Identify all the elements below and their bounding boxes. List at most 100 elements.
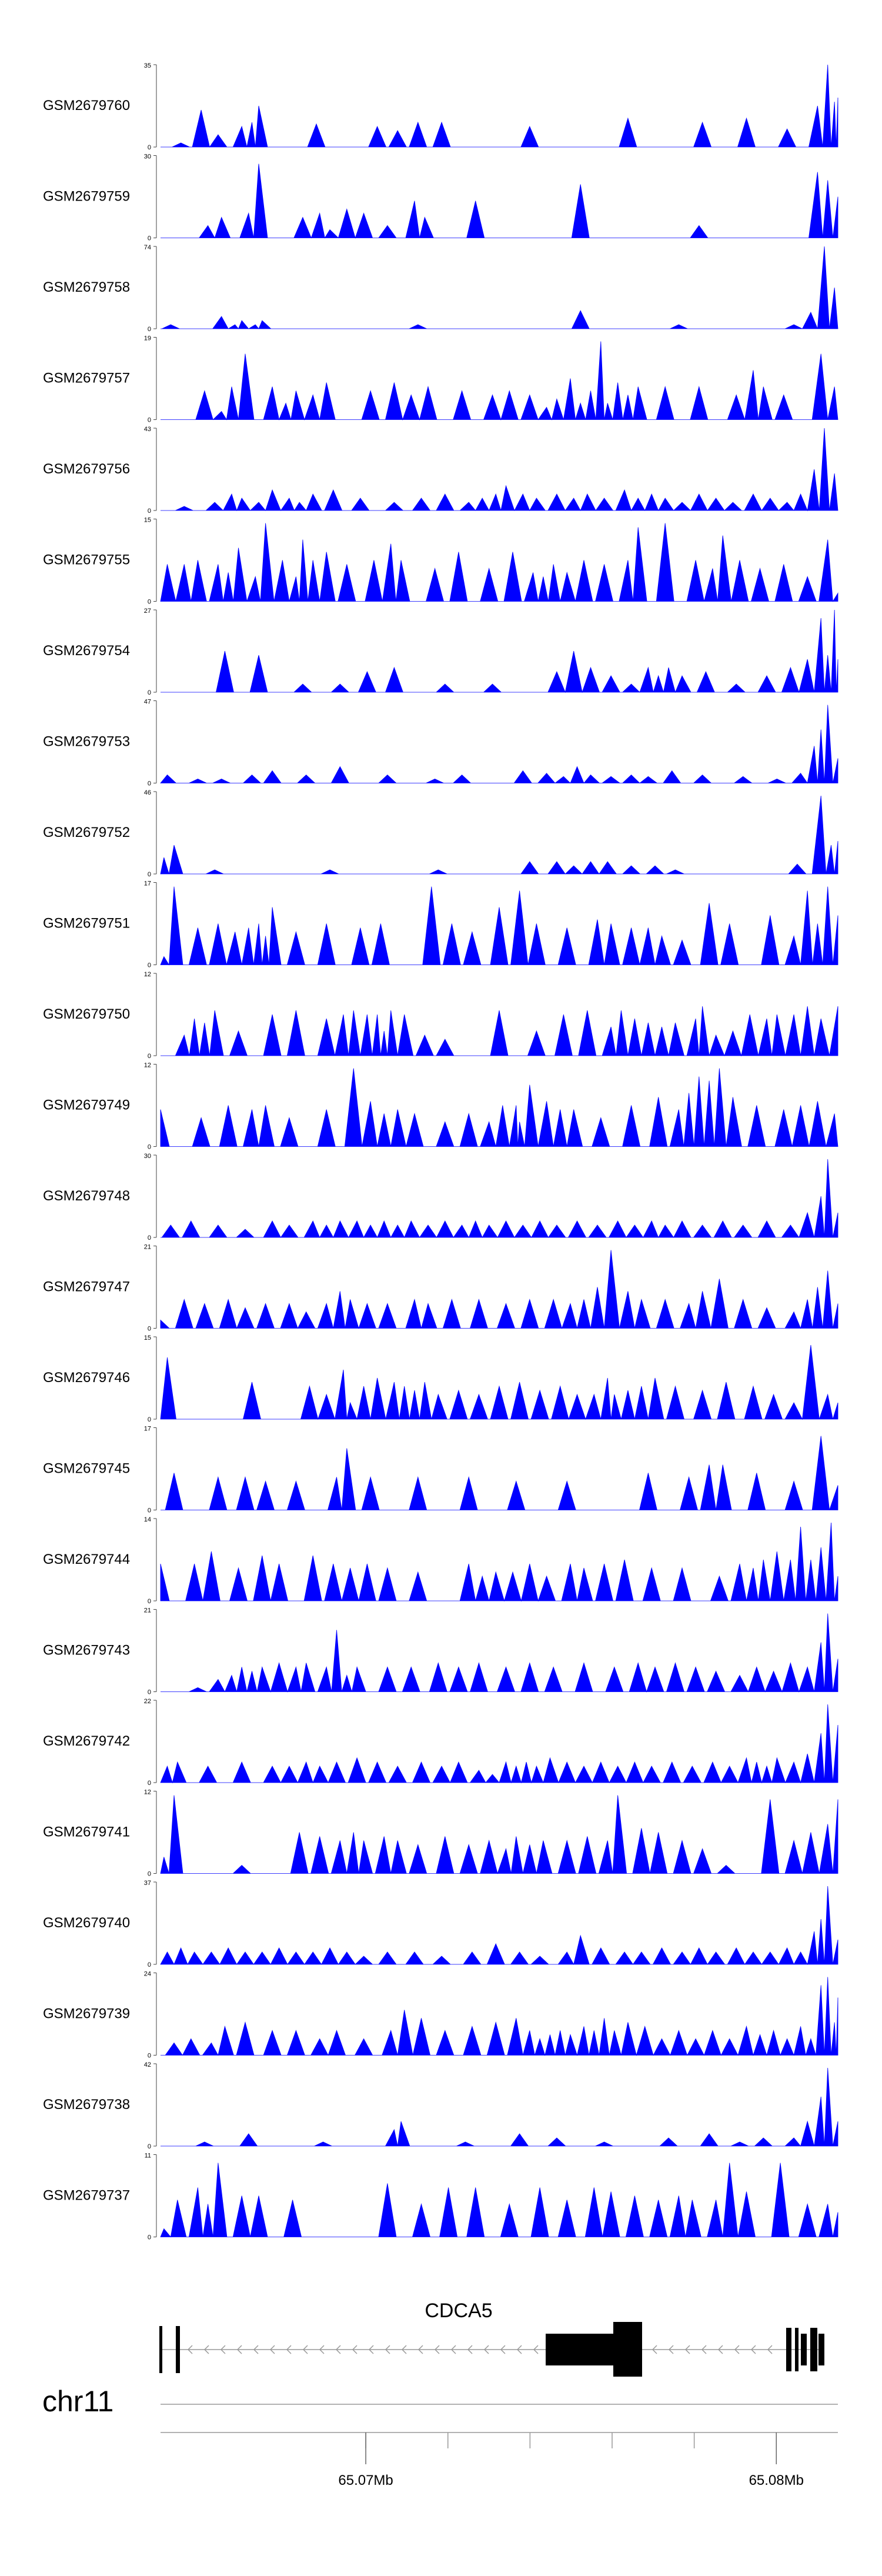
exon-block <box>795 2328 799 2371</box>
coverage-track: GSM2679741 12 0 <box>43 1789 838 1878</box>
coverage-area <box>160 1795 838 1874</box>
strand-chevron <box>286 2345 292 2354</box>
coverage-area <box>161 341 838 421</box>
coverage-area <box>161 1006 838 1057</box>
y-min-label: 0 <box>148 1961 151 1968</box>
track-label: GSM2679741 <box>43 1824 130 1840</box>
y-max-label: 22 <box>144 1698 151 1705</box>
coverage-area <box>161 1159 838 1238</box>
strand-chevron <box>701 2345 707 2354</box>
exon-block <box>613 2322 642 2377</box>
track-label: GSM2679755 <box>43 552 130 568</box>
strand-chevron <box>269 2345 275 2354</box>
y-min-label: 0 <box>148 689 151 696</box>
track-label: GSM2679756 <box>43 461 130 477</box>
coverage-area <box>161 2067 838 2147</box>
genome-axis: chr11 65.07Mb 65.08Mb <box>42 2385 838 2488</box>
track-label: GSM2679737 <box>43 2188 130 2204</box>
strand-chevron <box>352 2345 358 2354</box>
track-label: GSM2679748 <box>43 1188 130 1204</box>
track-label: GSM2679758 <box>43 279 130 295</box>
coverage-area <box>161 428 838 512</box>
coverage-track: GSM2679744 14 0 <box>43 1516 838 1605</box>
exon-block <box>159 2326 162 2373</box>
y-min-label: 0 <box>148 2143 151 2150</box>
coverage-area <box>160 2163 838 2238</box>
track-label: GSM2679754 <box>43 643 130 659</box>
strand-chevron <box>734 2345 740 2354</box>
y-max-label: 21 <box>144 1244 151 1251</box>
y-min-label: 0 <box>148 1507 151 1514</box>
strand-chevron <box>368 2345 374 2354</box>
coverage-track: GSM2679738 42 0 <box>43 2061 838 2150</box>
exon-block <box>176 2326 180 2373</box>
coverage-track: GSM2679754 27 0 <box>43 608 838 696</box>
coverage-track: GSM2679750 12 0 <box>43 971 838 1060</box>
y-max-label: 24 <box>144 1971 151 1978</box>
y-min-label: 0 <box>148 1871 151 1878</box>
coverage-track: GSM2679749 12 0 <box>43 1062 838 1151</box>
track-label: GSM2679753 <box>43 734 130 750</box>
y-max-label: 12 <box>144 971 151 978</box>
y-max-label: 14 <box>144 1516 151 1523</box>
track-label: GSM2679744 <box>43 1551 130 1567</box>
y-max-label: 12 <box>144 1789 151 1796</box>
coverage-area <box>160 1068 838 1147</box>
track-label: GSM2679740 <box>43 1915 130 1931</box>
axis-tick-label: 65.07Mb <box>338 2472 393 2488</box>
y-min-label: 0 <box>148 144 151 151</box>
exon-block <box>786 2328 791 2371</box>
coverage-area <box>161 1436 838 1510</box>
y-min-label: 0 <box>148 1326 151 1333</box>
strand-chevron <box>533 2345 539 2354</box>
y-max-label: 30 <box>144 1153 151 1160</box>
coverage-area <box>161 1977 838 2057</box>
strand-chevron <box>467 2345 473 2354</box>
y-max-label: 47 <box>144 699 151 706</box>
y-max-label: 17 <box>144 1426 151 1433</box>
exon-block <box>818 2334 824 2365</box>
exon-block <box>546 2334 617 2365</box>
y-min-label: 0 <box>148 780 151 788</box>
coverage-track: GSM2679751 17 0 <box>43 880 838 969</box>
strand-chevron <box>450 2345 456 2354</box>
gene-name-label: CDCA5 <box>425 2300 492 2322</box>
coverage-track: GSM2679753 47 0 <box>43 699 838 788</box>
y-min-label: 0 <box>148 1598 151 1605</box>
strand-chevron <box>500 2345 506 2354</box>
y-max-label: 15 <box>144 1334 151 1342</box>
y-min-label: 0 <box>148 417 151 424</box>
track-label: GSM2679749 <box>43 1097 130 1113</box>
y-max-label: 74 <box>144 244 151 251</box>
y-max-label: 17 <box>144 880 151 887</box>
y-max-label: 30 <box>144 154 151 161</box>
coverage-area <box>160 1886 838 1966</box>
coverage-area <box>160 1704 838 1784</box>
track-label: GSM2679745 <box>43 1461 130 1477</box>
track-label: GSM2679752 <box>43 825 130 840</box>
y-min-label: 0 <box>148 1689 151 1696</box>
y-min-label: 0 <box>148 1144 151 1151</box>
y-max-label: 21 <box>144 1607 151 1614</box>
y-max-label: 37 <box>144 1880 151 1887</box>
track-label: GSM2679738 <box>43 2097 130 2113</box>
gene-model <box>159 2322 824 2377</box>
strand-chevron <box>668 2345 674 2354</box>
coverage-track: GSM2679758 74 0 <box>43 244 838 333</box>
strand-chevron <box>401 2345 407 2354</box>
coverage-track: GSM2679743 21 0 <box>43 1607 838 1696</box>
track-label: GSM2679747 <box>43 1279 130 1295</box>
exon-block <box>810 2328 817 2371</box>
coverage-area <box>160 523 838 602</box>
axis-ticks: 65.07Mb 65.08Mb <box>338 2432 804 2488</box>
coverage-track: GSM2679739 24 0 <box>43 1971 838 2060</box>
y-max-label: 11 <box>145 2153 151 2160</box>
y-max-label: 46 <box>144 789 151 796</box>
coverage-track: GSM2679757 19 0 <box>43 335 838 424</box>
track-label: GSM2679742 <box>43 1733 130 1749</box>
strand-chevron <box>750 2345 756 2354</box>
strand-chevron <box>187 2345 193 2354</box>
coverage-area <box>161 1613 838 1693</box>
y-min-label: 0 <box>148 871 151 878</box>
y-min-label: 0 <box>148 1780 151 1787</box>
